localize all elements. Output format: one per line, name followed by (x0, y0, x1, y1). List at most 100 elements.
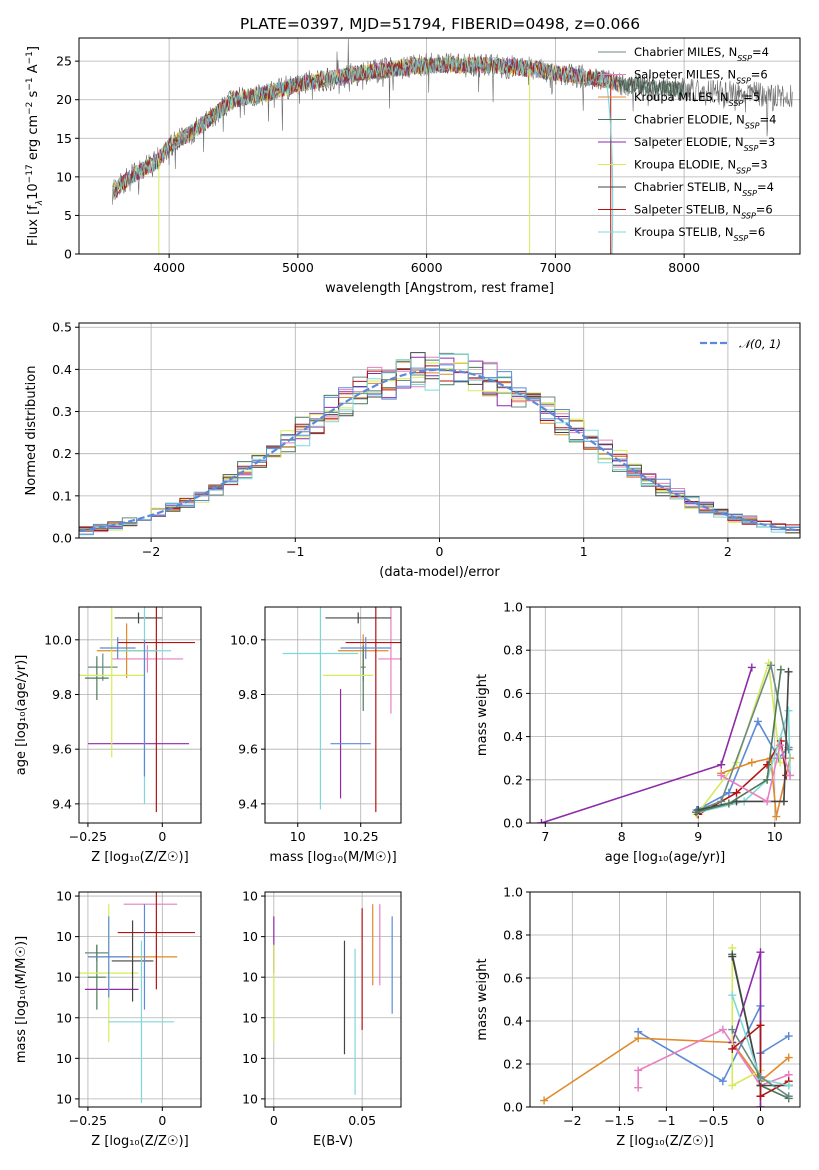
legend-name: Salpeter MILES, N (634, 68, 736, 82)
legend-name: Kroupa MILES, N (634, 90, 729, 104)
plus-marker (537, 819, 546, 823)
panel-massweight-vs-Z: −2 −1.5 −1 −0.5 0 0.0 0.2 0.4 0.6 0.8 1.0 Z [log₁₀(… (475, 885, 801, 1149)
panel-age-vs-Z: −0.25 0 9.4 9.6 9.8 10.0 Z [log₁₀(Z/Z☉)] age [l… (14, 606, 202, 865)
y-tick-label: 0.2 (52, 446, 72, 461)
plus-marker (776, 741, 785, 750)
errorbar-point-chabrier-elodie (84, 656, 109, 700)
legend-nssp-value: =6 (756, 203, 773, 217)
errorbar-point-models (87, 916, 130, 998)
plus-marker (784, 1081, 793, 1090)
y-tick-label: 9.8 (52, 687, 72, 702)
plus-marker (634, 1083, 643, 1092)
x-tick-label: 8 (618, 829, 626, 844)
plus-marker (766, 661, 775, 670)
figure-title: PLATE=0397, MJD=51794, FIBERID=0498, z=0… (240, 15, 640, 33)
y-tick-label: 10.0 (230, 632, 258, 647)
plus-marker (763, 775, 772, 784)
mass-weight-line (720, 742, 791, 803)
legend-nssp-value: =3 (751, 158, 768, 172)
plus-marker (717, 771, 726, 780)
plus-marker (756, 1103, 765, 1107)
axes-frame (78, 606, 202, 824)
x-tick-label: 7 (541, 829, 549, 844)
y-tick-label: 0.3 (52, 404, 72, 419)
plot-area-age-vs-mass (282, 607, 401, 813)
plus-marker (772, 812, 781, 821)
y-tick-label: 10 (56, 970, 72, 985)
y-tick-label: 10.0 (44, 632, 72, 647)
legend-nssp-sub: SSP (734, 234, 749, 243)
y-tick-label: 0.6 (503, 686, 523, 701)
y-axis-label-part: Flux [f (26, 205, 41, 246)
plus-marker (747, 663, 756, 672)
y-tick-label: 0.6 (503, 971, 523, 986)
grid-age-vs-Z (79, 607, 201, 823)
legend-name: Chabrier ELODIE, N (634, 113, 745, 127)
plus-marker (728, 1044, 737, 1053)
errorbar-point-chabrier-elodie (87, 944, 106, 1010)
plus-marker (634, 1034, 643, 1043)
y-axis-label-part: λ (35, 200, 45, 206)
y-axis-label-part: −17 (25, 164, 35, 183)
plus-marker (540, 1096, 549, 1105)
mass-weight-line (696, 662, 781, 815)
y-axis-label: mass weight (475, 674, 490, 756)
y-axis-label: Normed distribution (24, 366, 39, 496)
plus-marker (784, 1053, 793, 1062)
plus-marker (784, 706, 793, 715)
grid-mass-vs-EBV (265, 892, 401, 1107)
panel-mass-vs-Z: −0.25 0 10 10 10 10 10 10 Z [log₁₀(Z/Z☉)] mass [l… (14, 889, 202, 1149)
histogram-models (79, 364, 800, 538)
y-tick-label: 10 (56, 1091, 72, 1106)
y-tick-label: 10 (56, 1010, 72, 1025)
plus-marker (717, 760, 726, 769)
plus-marker (756, 1021, 765, 1030)
x-tick-label: −0.5 (698, 1113, 728, 1128)
plus-marker (779, 797, 788, 806)
axes-frame (264, 891, 402, 1108)
errorbar-point-salpeter-stelib (117, 607, 196, 813)
model-spectrum-kroupa-stelib (112, 56, 615, 201)
panel-massweight-vs-age: 7 8 9 10 0.0 0.2 0.4 0.6 0.8 1.0 age [log₁₀(age/yr… (475, 600, 801, 865)
plot-area-mass-vs-Z (79, 892, 196, 1103)
x-tick-label: −1.5 (604, 1113, 634, 1128)
errorbar-point-chabrier-stelib (325, 612, 391, 624)
y-tick-label: 10 (242, 1091, 258, 1106)
y-tick-label: 5 (64, 208, 72, 223)
normal-pdf-curve (79, 368, 800, 532)
errorbar-point-kroupa-stelib (108, 940, 175, 1103)
legend-label-chabrier-miles: Chabrier MILES, NSSP=4 (634, 45, 769, 63)
x-tick-label: −2 (142, 544, 160, 559)
legend-nssp-sub: SSP (741, 211, 756, 220)
y-tick-label: 25 (56, 54, 72, 69)
y-tick-label: 0.4 (503, 1014, 523, 1029)
y-tick-label: 20 (56, 92, 72, 107)
plus-marker (691, 808, 700, 817)
legend-nssp-sub: SSP (729, 99, 744, 108)
plot-area-massweight-vs-Z (540, 943, 793, 1107)
x-tick-label: 10 (767, 829, 783, 844)
y-tick-label: 9.4 (52, 796, 72, 811)
x-tick-label: 0 (158, 1113, 166, 1128)
stelib-edge-line (606, 84, 614, 254)
plus-marker (776, 736, 785, 745)
legend-nssp-value: =4 (757, 180, 774, 194)
plot-area-age-vs-Z (79, 607, 196, 813)
legend-nssp-sub: SSP (742, 189, 757, 198)
legend-name: Chabrier STELIB, N (634, 180, 742, 194)
legend-label-kroupa-elodie: Kroupa ELODIE, NSSP=3 (634, 158, 768, 176)
y-tick-label: 10 (242, 1010, 258, 1025)
y-axis-label: mass weight (475, 958, 490, 1040)
x-tick-label: −1 (286, 544, 304, 559)
y-tick-label: 10 (242, 1051, 258, 1066)
x-axis-label: Z [log₁₀(Z/Z☉)] (91, 1134, 188, 1149)
legend-nssp-value: =6 (748, 225, 765, 239)
legend-nssp-value: =4 (760, 113, 777, 127)
errorbar-point-kroupa-elodie (79, 607, 145, 758)
plus-marker (756, 1072, 765, 1081)
plus-marker (784, 667, 793, 676)
panel-residuals: −2 −1 0 1 2 0.0 0.1 0.2 0.3 0.4 0.5 (data-model)/er… (24, 320, 801, 580)
y-tick-label: 10 (56, 929, 72, 944)
plus-marker (718, 1025, 727, 1034)
